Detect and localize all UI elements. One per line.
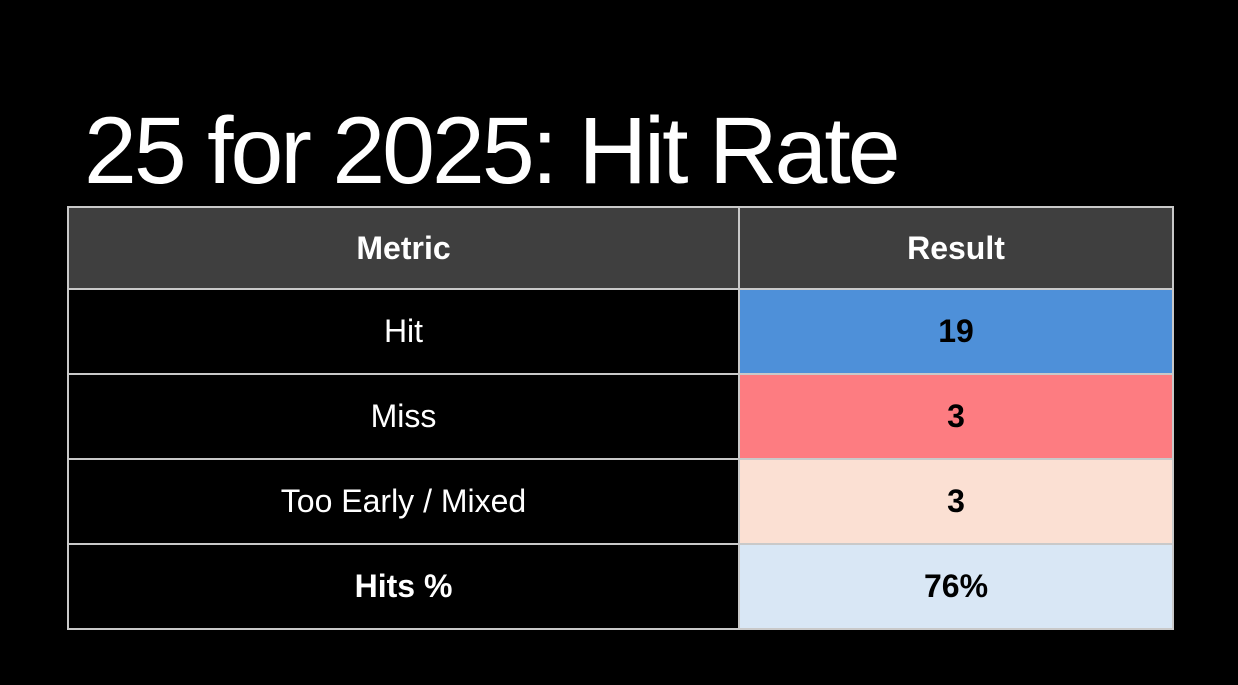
result-cell-hits-percent: 76% [738, 543, 1174, 630]
metric-cell-too-early-mixed: Too Early / Mixed [67, 458, 740, 545]
result-cell-miss: 3 [738, 373, 1174, 460]
metric-cell-hit: Hit [67, 288, 740, 375]
table-row-hits-percent: Hits % 76% [67, 543, 1174, 630]
column-header-result: Result [738, 206, 1174, 290]
metric-cell-miss: Miss [67, 373, 740, 460]
result-cell-too-early-mixed: 3 [738, 458, 1174, 545]
table-row-too-early-mixed: Too Early / Mixed 3 [67, 458, 1174, 545]
metric-cell-hits-percent: Hits % [67, 543, 740, 630]
table-header-row: Metric Result [67, 206, 1174, 290]
page-title: 25 for 2025: Hit Rate [84, 97, 901, 204]
result-cell-hit: 19 [738, 288, 1174, 375]
table-row-hit: Hit 19 [67, 288, 1174, 375]
table-row-miss: Miss 3 [67, 373, 1174, 460]
column-header-metric: Metric [67, 206, 740, 290]
hit-rate-table: Metric Result Hit 19 Miss 3 Too Early / … [67, 206, 1174, 630]
